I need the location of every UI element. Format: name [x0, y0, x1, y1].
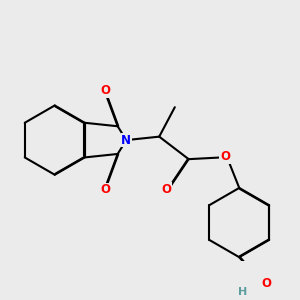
Text: O: O — [161, 183, 171, 196]
Text: N: N — [121, 134, 131, 147]
Text: O: O — [220, 150, 230, 163]
Text: O: O — [261, 277, 271, 290]
Text: H: H — [238, 287, 247, 297]
Text: O: O — [100, 84, 110, 97]
Text: O: O — [100, 183, 110, 196]
